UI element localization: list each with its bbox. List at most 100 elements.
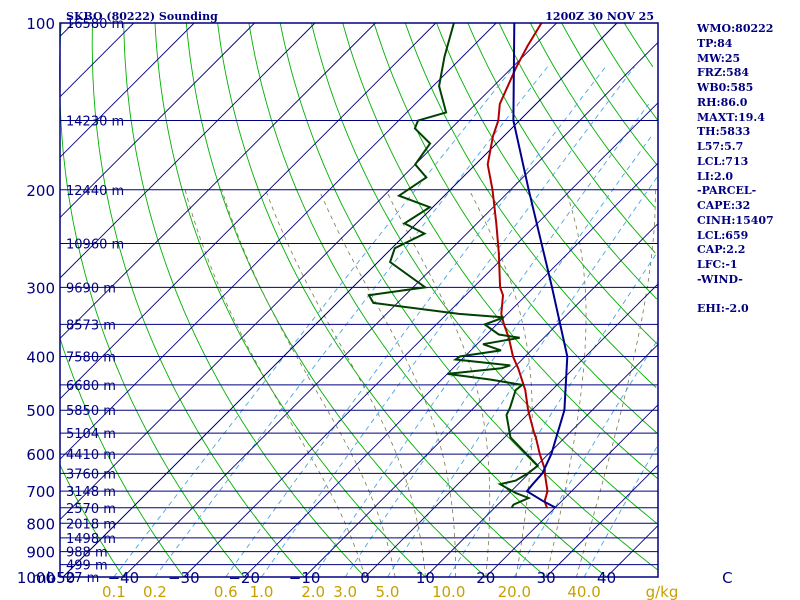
isotherm-line — [183, 102, 659, 578]
height-level-label: 9690 m — [66, 281, 116, 296]
mixing-ratio-label: 0.6 — [214, 583, 238, 600]
temperature-tick-label: −40 — [108, 569, 140, 587]
isotherm-line — [59, 22, 376, 339]
mixing-ratio-label: 20.0 — [498, 583, 531, 600]
isotherm-line — [243, 162, 659, 578]
pressure-tick-label: 900 — [26, 544, 55, 562]
moist-adiabat-line — [545, 189, 587, 578]
parcel-trace — [512, 22, 569, 509]
height-level-label: 14230 m — [66, 115, 124, 130]
isotherm-line — [59, 22, 497, 460]
mixing-ratio-line — [583, 445, 658, 578]
isotherm-line — [59, 22, 316, 279]
isotherm-line — [59, 22, 437, 400]
height-level-label: 16580 m — [66, 17, 124, 32]
height-level-label: 2570 m — [66, 502, 116, 517]
sounding-index-line: LCL:713 — [697, 154, 749, 168]
height-level-label: 2018 m — [66, 517, 116, 532]
dry-adiabat-line — [59, 337, 185, 578]
height-level-label: 10960 m — [66, 237, 124, 252]
pressure-tick-label: 100 — [26, 15, 55, 33]
height-level-label: 4410 m — [66, 448, 116, 463]
dry-adiabat-line — [310, 22, 659, 526]
temperature-tick-label: 30 — [537, 569, 556, 587]
isotherm-line — [59, 22, 74, 37]
height-level-label: 988 m — [66, 546, 108, 561]
mixing-ratio-unit-label: g/kg — [646, 583, 679, 600]
height-level-label: 27 m — [66, 571, 99, 586]
dry-adiabat-line — [342, 22, 659, 480]
dry-adiabat-line — [498, 22, 656, 254]
dry-adiabat-line — [436, 22, 658, 345]
mixing-ratio-label: 40.0 — [567, 583, 600, 600]
sounding-index-line: LI:2.0 — [697, 169, 734, 183]
mixing-ratio-line — [312, 103, 650, 578]
sounding-index-line: CAP:2.2 — [697, 243, 746, 257]
sounding-index-line: LFC:-1 — [697, 258, 738, 271]
header-right-title: 1200Z 30 NOV 25 — [545, 10, 654, 23]
mixing-ratio-line — [225, 66, 606, 578]
mixing-ratio-label: 10.0 — [432, 583, 465, 600]
mixing-ratio-line — [513, 337, 660, 578]
pressure-tick-label: 600 — [26, 446, 55, 464]
isotherm-line — [545, 464, 659, 578]
moist-adiabat-line — [318, 189, 456, 577]
sounding-traces — [367, 22, 569, 509]
moist-adiabat-line — [184, 189, 366, 578]
pressure-tick-label: 500 — [26, 402, 55, 420]
isotherm-line — [364, 283, 659, 578]
mixing-ratio-label: 2.0 — [301, 583, 325, 600]
dry-adiabat-line — [154, 22, 426, 578]
sounding-index-line: CAPE:32 — [697, 199, 751, 212]
height-level-label: 6680 m — [66, 379, 116, 394]
header-left-title: SKBO (80222) Sounding — [66, 10, 218, 23]
mixing-ratio-label: 0.1 — [102, 583, 126, 600]
temperature-tick-label: −20 — [228, 569, 260, 587]
temperature-tick-label: 10 — [416, 569, 435, 587]
mixing-ratio-line — [261, 66, 635, 578]
temperature-tick-label: 40 — [597, 569, 616, 587]
sounding-indices-panel: WMO:80222 TP:84 MW:25 FRZ:584 WB0:585 RH:86.0… — [697, 22, 797, 317]
dry-adiabat-line — [279, 22, 658, 571]
pressure-tick-label: 800 — [26, 515, 55, 533]
dry-adiabat-line — [467, 22, 658, 300]
sounding-index-line: MW:25 — [697, 51, 741, 65]
mixing-ratio-line — [154, 66, 548, 578]
sounding-index-line: LCL:659 — [697, 228, 749, 242]
temperature-tick-label: C — [722, 569, 732, 587]
plot-frame — [59, 22, 659, 578]
temperature-tick-label: 20 — [476, 569, 495, 587]
mixing-ratio-line — [113, 66, 514, 578]
dry-adiabat-line — [59, 463, 124, 578]
moist-adiabat-line — [576, 189, 656, 578]
sounding-index-line: FRZ:584 — [697, 66, 750, 80]
sounding-index-line: WMO:80222 — [697, 22, 774, 35]
pressure-tick-label: 700 — [26, 483, 55, 501]
dry-adiabat-line — [529, 22, 655, 208]
isotherm-line — [59, 22, 135, 98]
pressure-tick-label: 200 — [26, 182, 55, 200]
isotherm-line — [59, 22, 195, 158]
mixing-ratio-label: 0.2 — [143, 583, 167, 600]
sounding-index-line: TP:84 — [697, 36, 733, 50]
dry-adiabat-line — [561, 22, 657, 165]
pressure-tick-label: 1000 — [17, 569, 55, 587]
moist-adiabat-line — [265, 189, 426, 578]
dry-adiabat-line — [373, 22, 658, 434]
height-level-label: 7580 m — [66, 351, 116, 366]
temperature-tick-label: −10 — [289, 569, 321, 587]
dry-adiabat-line — [404, 22, 657, 388]
sounding-index-line: -PARCEL- — [697, 184, 757, 198]
sounding-index-line: EHI:-2.0 — [697, 302, 749, 316]
dry-adiabat-line — [248, 22, 607, 578]
dry-adiabat-line — [623, 22, 654, 68]
isotherm-line — [123, 42, 659, 578]
isotherm-line — [59, 22, 557, 520]
dewpoint-trace — [367, 22, 540, 509]
mixing-ratio-label: 5.0 — [376, 583, 400, 600]
sounding-index-line: CINH:15407 — [697, 213, 774, 227]
temperature-tick-label: −30 — [168, 569, 200, 587]
temperature-tick-label: 0 — [360, 569, 370, 587]
temperature-tick-label: -50 — [51, 569, 76, 587]
